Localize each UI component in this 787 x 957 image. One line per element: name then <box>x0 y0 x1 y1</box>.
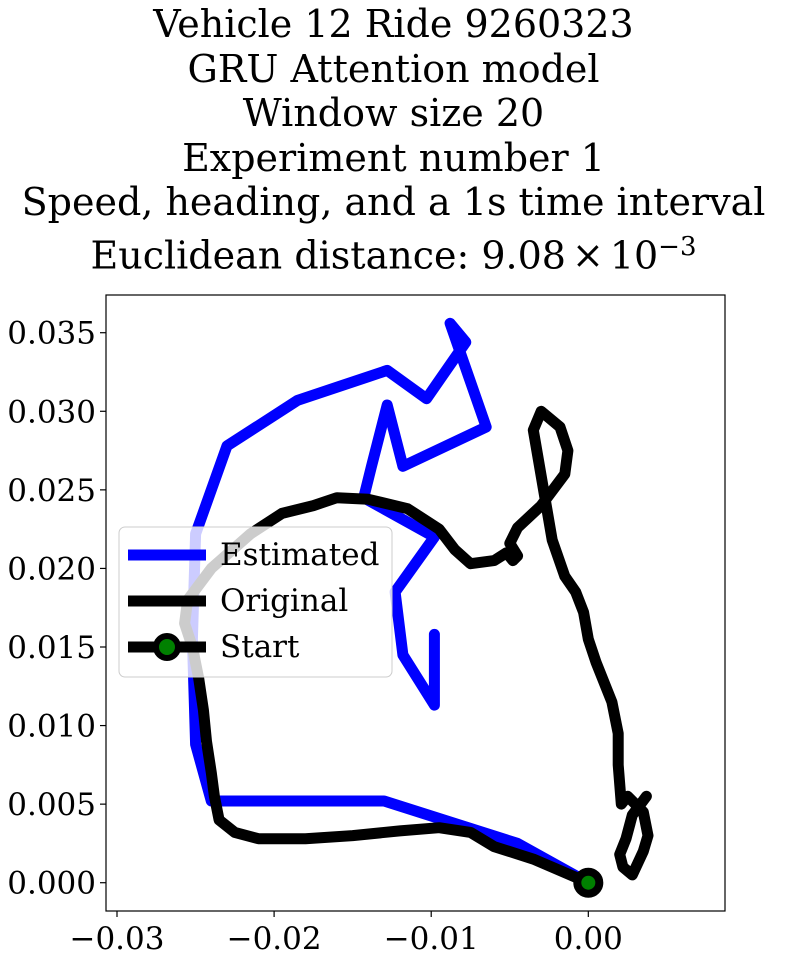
metric-exponent: −3 <box>658 231 697 262</box>
legend: Estimated Original Start <box>118 526 393 678</box>
title-line-features: Speed, heading, and a 1s time interval <box>21 180 766 224</box>
legend-label-original: Original <box>220 583 348 619</box>
y-tick-label: 0.035 <box>7 316 96 352</box>
title-line-model: GRU Attention model <box>187 46 600 91</box>
start-point-marker <box>573 867 604 898</box>
metric-times: × <box>571 233 604 278</box>
y-tick-label: 0.005 <box>7 787 96 823</box>
x-tick-label: 0.00 <box>554 921 623 957</box>
y-tick-label: 0.020 <box>7 551 96 587</box>
y-tick-label: 0.010 <box>7 709 96 745</box>
metric-label: Euclidean distance: <box>90 233 482 278</box>
x-axis-ticks: −0.03 −0.02 −0.01 0.00 <box>69 911 623 957</box>
y-tick-label: 0.030 <box>7 394 96 430</box>
original-trajectory-line <box>179 405 654 889</box>
plot-frame <box>105 294 726 912</box>
y-axis-ticks: 0.000 0.005 0.010 0.015 0.020 0.025 0.030 0.035 <box>7 316 106 902</box>
legend-marker-start <box>153 633 181 661</box>
x-tick-label: −0.02 <box>227 921 322 957</box>
chart-title: Vehicle 12 Ride 9260323 GRU Attention mo… <box>0 2 787 278</box>
y-tick-label: 0.025 <box>7 473 96 509</box>
x-tick-label: −0.01 <box>384 921 479 957</box>
x-tick-label: −0.03 <box>69 921 164 957</box>
title-line-window: Window size 20 <box>242 91 545 135</box>
metric-mantissa: 9.08 <box>481 233 566 278</box>
title-line-metric: Euclidean distance: 9.08 × 10−3 <box>0 225 787 278</box>
series-layer <box>179 317 654 898</box>
y-tick-label: 0.000 <box>7 866 96 902</box>
title-line-experiment: Experiment number 1 <box>182 135 605 180</box>
legend-label-estimated: Estimated <box>220 537 379 573</box>
legend-label-start: Start <box>220 629 300 665</box>
estimated-trajectory-line <box>186 317 594 889</box>
metric-base: 10 <box>609 233 659 278</box>
legend-box <box>118 526 393 678</box>
title-line-vehicle: Vehicle 12 Ride 9260323 <box>153 2 634 46</box>
y-tick-label: 0.015 <box>7 630 96 666</box>
